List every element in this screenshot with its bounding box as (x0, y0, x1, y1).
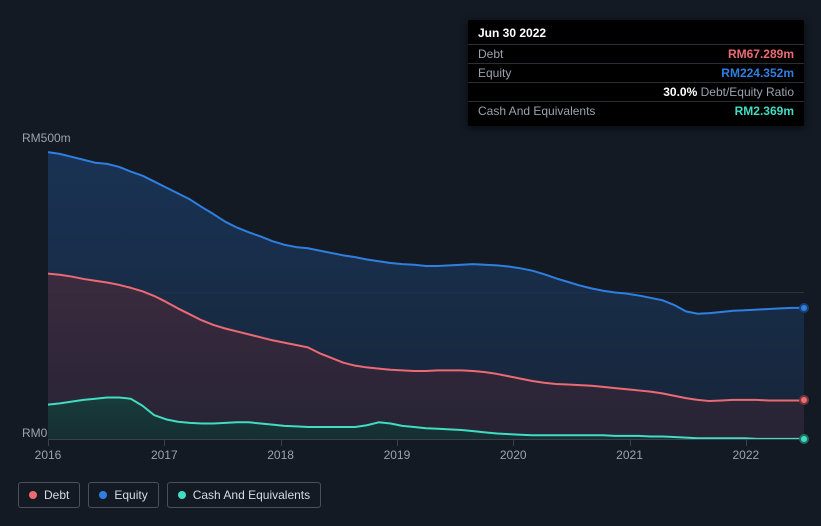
x-axis-label: 2018 (267, 448, 294, 462)
x-axis-label: 2022 (732, 448, 759, 462)
tooltip-label: Cash And Equivalents (478, 104, 595, 118)
marker-equity (799, 303, 809, 313)
tooltip-date: Jun 30 2022 (468, 26, 804, 44)
x-axis-label: 2021 (616, 448, 643, 462)
tooltip-value: 30.0% Debt/Equity Ratio (663, 85, 794, 99)
tooltip-label: Debt (478, 47, 503, 61)
x-tick (513, 440, 514, 446)
x-tick (746, 440, 747, 446)
tooltip-row: Equity RM224.352m (468, 63, 804, 82)
x-tick (281, 440, 282, 446)
tooltip-row: 30.0% Debt/Equity Ratio (468, 82, 804, 101)
x-axis-label: 2017 (151, 448, 178, 462)
x-tick (48, 440, 49, 446)
tooltip-value: RM67.289m (728, 47, 794, 61)
legend-dot-icon (99, 491, 107, 499)
tooltip-value: RM2.369m (735, 104, 794, 118)
tooltip-row: Debt RM67.289m (468, 44, 804, 63)
x-tick (397, 440, 398, 446)
chart-tooltip: Jun 30 2022 Debt RM67.289m Equity RM224.352m… (468, 20, 804, 126)
chart-plot[interactable] (48, 145, 804, 440)
tooltip-label: Equity (478, 66, 511, 80)
x-axis-label: 2016 (35, 448, 62, 462)
tooltip-value: RM224.352m (721, 66, 794, 80)
x-axis-label: 2020 (500, 448, 527, 462)
legend-item-equity[interactable]: Equity (88, 482, 158, 508)
legend-label: Cash And Equivalents (193, 488, 310, 502)
legend-label: Debt (44, 488, 69, 502)
legend-item-debt[interactable]: Debt (18, 482, 80, 508)
legend: Debt Equity Cash And Equivalents (18, 482, 321, 508)
x-tick (630, 440, 631, 446)
legend-label: Equity (114, 488, 147, 502)
legend-item-cash[interactable]: Cash And Equivalents (167, 482, 321, 508)
x-axis-label: 2019 (384, 448, 411, 462)
y-axis-label: RM500m (22, 131, 71, 145)
y-axis-label: RM0 (22, 426, 47, 440)
legend-dot-icon (29, 491, 37, 499)
marker-cash (799, 434, 809, 444)
tooltip-row: Cash And Equivalents RM2.369m (468, 101, 804, 120)
marker-debt (799, 395, 809, 405)
x-tick (164, 440, 165, 446)
legend-dot-icon (178, 491, 186, 499)
